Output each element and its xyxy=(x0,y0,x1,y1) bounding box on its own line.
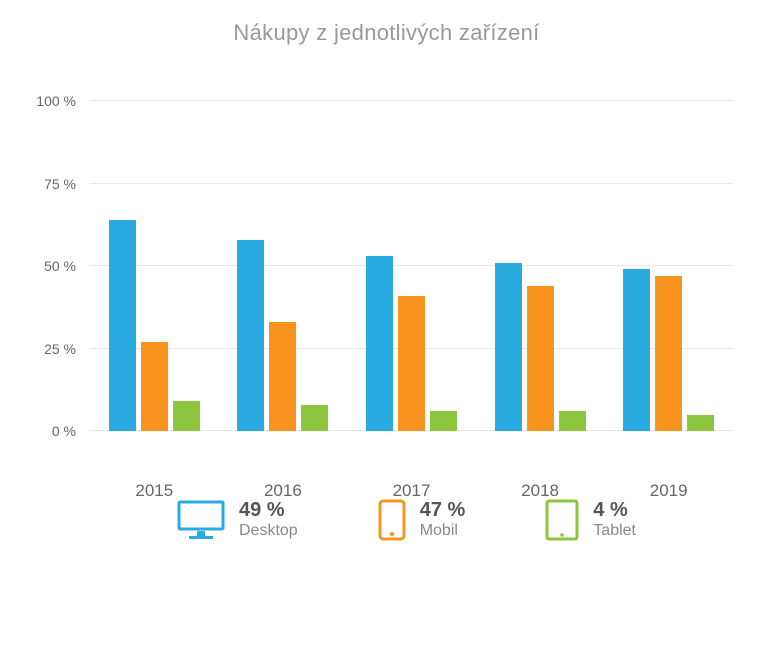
bar-tablet xyxy=(559,411,586,431)
bar-desktop xyxy=(366,256,393,431)
bar-tablet xyxy=(430,411,457,431)
bar-desktop xyxy=(495,263,522,431)
gridline xyxy=(90,265,733,266)
legend-label: Tablet xyxy=(593,522,636,540)
x-axis-label: 2016 xyxy=(264,481,302,501)
bar-mobil xyxy=(398,296,425,431)
y-axis-label: 25 % xyxy=(44,341,90,357)
legend-label: Mobil xyxy=(420,522,466,540)
bar-mobil xyxy=(141,342,168,431)
x-axis-label: 2018 xyxy=(521,481,559,501)
y-axis-label: 75 % xyxy=(44,176,90,192)
y-axis-label: 100 % xyxy=(36,93,90,109)
plot-region: 0 %25 %50 %75 %100 % xyxy=(90,101,733,431)
y-axis-label: 50 % xyxy=(44,258,90,274)
bar-mobil xyxy=(527,286,554,431)
gridline xyxy=(90,100,733,101)
bar-desktop xyxy=(237,240,264,431)
bar-tablet xyxy=(173,401,200,431)
y-axis-label: 0 % xyxy=(52,423,90,439)
x-axis-label: 2017 xyxy=(393,481,431,501)
chart-title: Nákupy z jednotlivých zařízení xyxy=(30,20,743,46)
bar-mobil xyxy=(655,276,682,431)
chart-area: 0 %25 %50 %75 %100 % 2015201620172018201… xyxy=(90,101,733,471)
x-axis-label: 2015 xyxy=(135,481,173,501)
x-axis: 2015 2016 2017 2018 2019 xyxy=(90,471,733,511)
bar-mobil xyxy=(269,322,296,431)
legend-label: Desktop xyxy=(239,522,298,540)
bar-desktop xyxy=(109,220,136,431)
bar-tablet xyxy=(301,405,328,431)
bar-desktop xyxy=(623,269,650,431)
gridline xyxy=(90,183,733,184)
bar-tablet xyxy=(687,415,714,432)
x-axis-label: 2019 xyxy=(650,481,688,501)
chart-container: Nákupy z jednotlivých zařízení 0 %25 %50… xyxy=(0,0,773,649)
